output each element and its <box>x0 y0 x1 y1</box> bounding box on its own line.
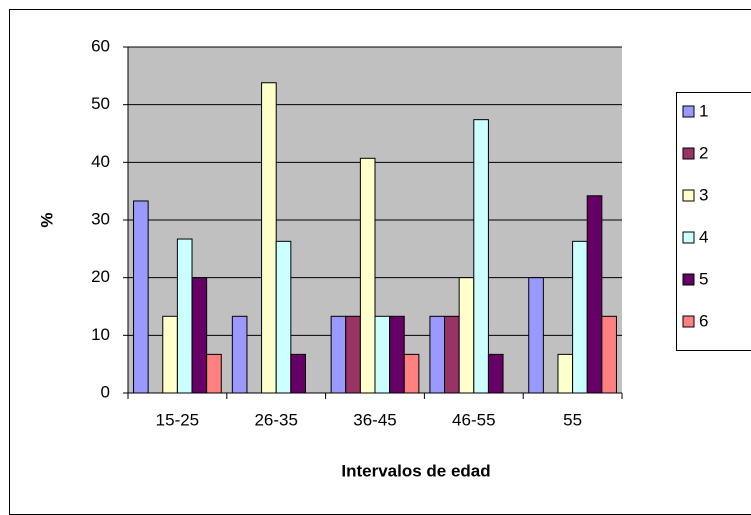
legend-swatch <box>682 231 695 244</box>
x-tick-label: 36-45 <box>353 410 396 429</box>
x-axis-title: Intervalos de edad <box>341 461 490 480</box>
bar <box>389 315 405 394</box>
bar <box>403 353 420 394</box>
y-tick-label: 60 <box>91 36 110 55</box>
y-tick-label: 0 <box>101 382 110 401</box>
bar <box>275 240 292 394</box>
bar <box>374 315 391 394</box>
bar <box>261 82 277 394</box>
bar <box>191 277 208 394</box>
x-tick-label: 26-35 <box>254 410 297 429</box>
x-tick-label: 46-55 <box>452 410 495 429</box>
bar <box>133 200 149 394</box>
bar <box>444 315 460 394</box>
legend-label: 2 <box>699 143 708 162</box>
bar <box>162 315 178 394</box>
legend-swatch <box>682 105 695 118</box>
legend-swatch <box>682 315 695 328</box>
bar <box>345 315 361 394</box>
legend-label: 4 <box>699 227 708 246</box>
y-tick-label: 40 <box>91 152 110 171</box>
bar <box>290 353 306 394</box>
x-tick-label: 15-25 <box>156 410 199 429</box>
bar <box>458 277 475 394</box>
y-tick-label: 20 <box>91 267 110 286</box>
bar <box>206 353 222 394</box>
bar <box>572 240 588 394</box>
y-tick-label: 30 <box>91 209 110 228</box>
bar <box>330 315 347 394</box>
y-tick-label: 10 <box>91 325 110 344</box>
bar <box>176 238 193 394</box>
legend-swatch <box>682 273 695 286</box>
bar <box>231 315 248 394</box>
bar <box>528 277 544 394</box>
bar <box>487 353 504 394</box>
bar <box>586 195 603 394</box>
x-tick-label: 55 <box>563 410 582 429</box>
bar <box>557 353 574 394</box>
legend-label: 6 <box>699 311 708 330</box>
legend-box <box>676 92 751 351</box>
legend-label: 3 <box>699 185 708 204</box>
bar <box>601 315 617 394</box>
y-axis-title: % <box>37 212 56 227</box>
legend-swatch <box>682 189 695 202</box>
y-tick-label: 50 <box>91 94 110 113</box>
legend-swatch <box>682 147 695 160</box>
legend-label: 1 <box>699 101 708 120</box>
bar <box>429 315 446 394</box>
bar <box>359 157 376 394</box>
legend-label: 5 <box>699 269 708 288</box>
bar <box>473 119 489 394</box>
